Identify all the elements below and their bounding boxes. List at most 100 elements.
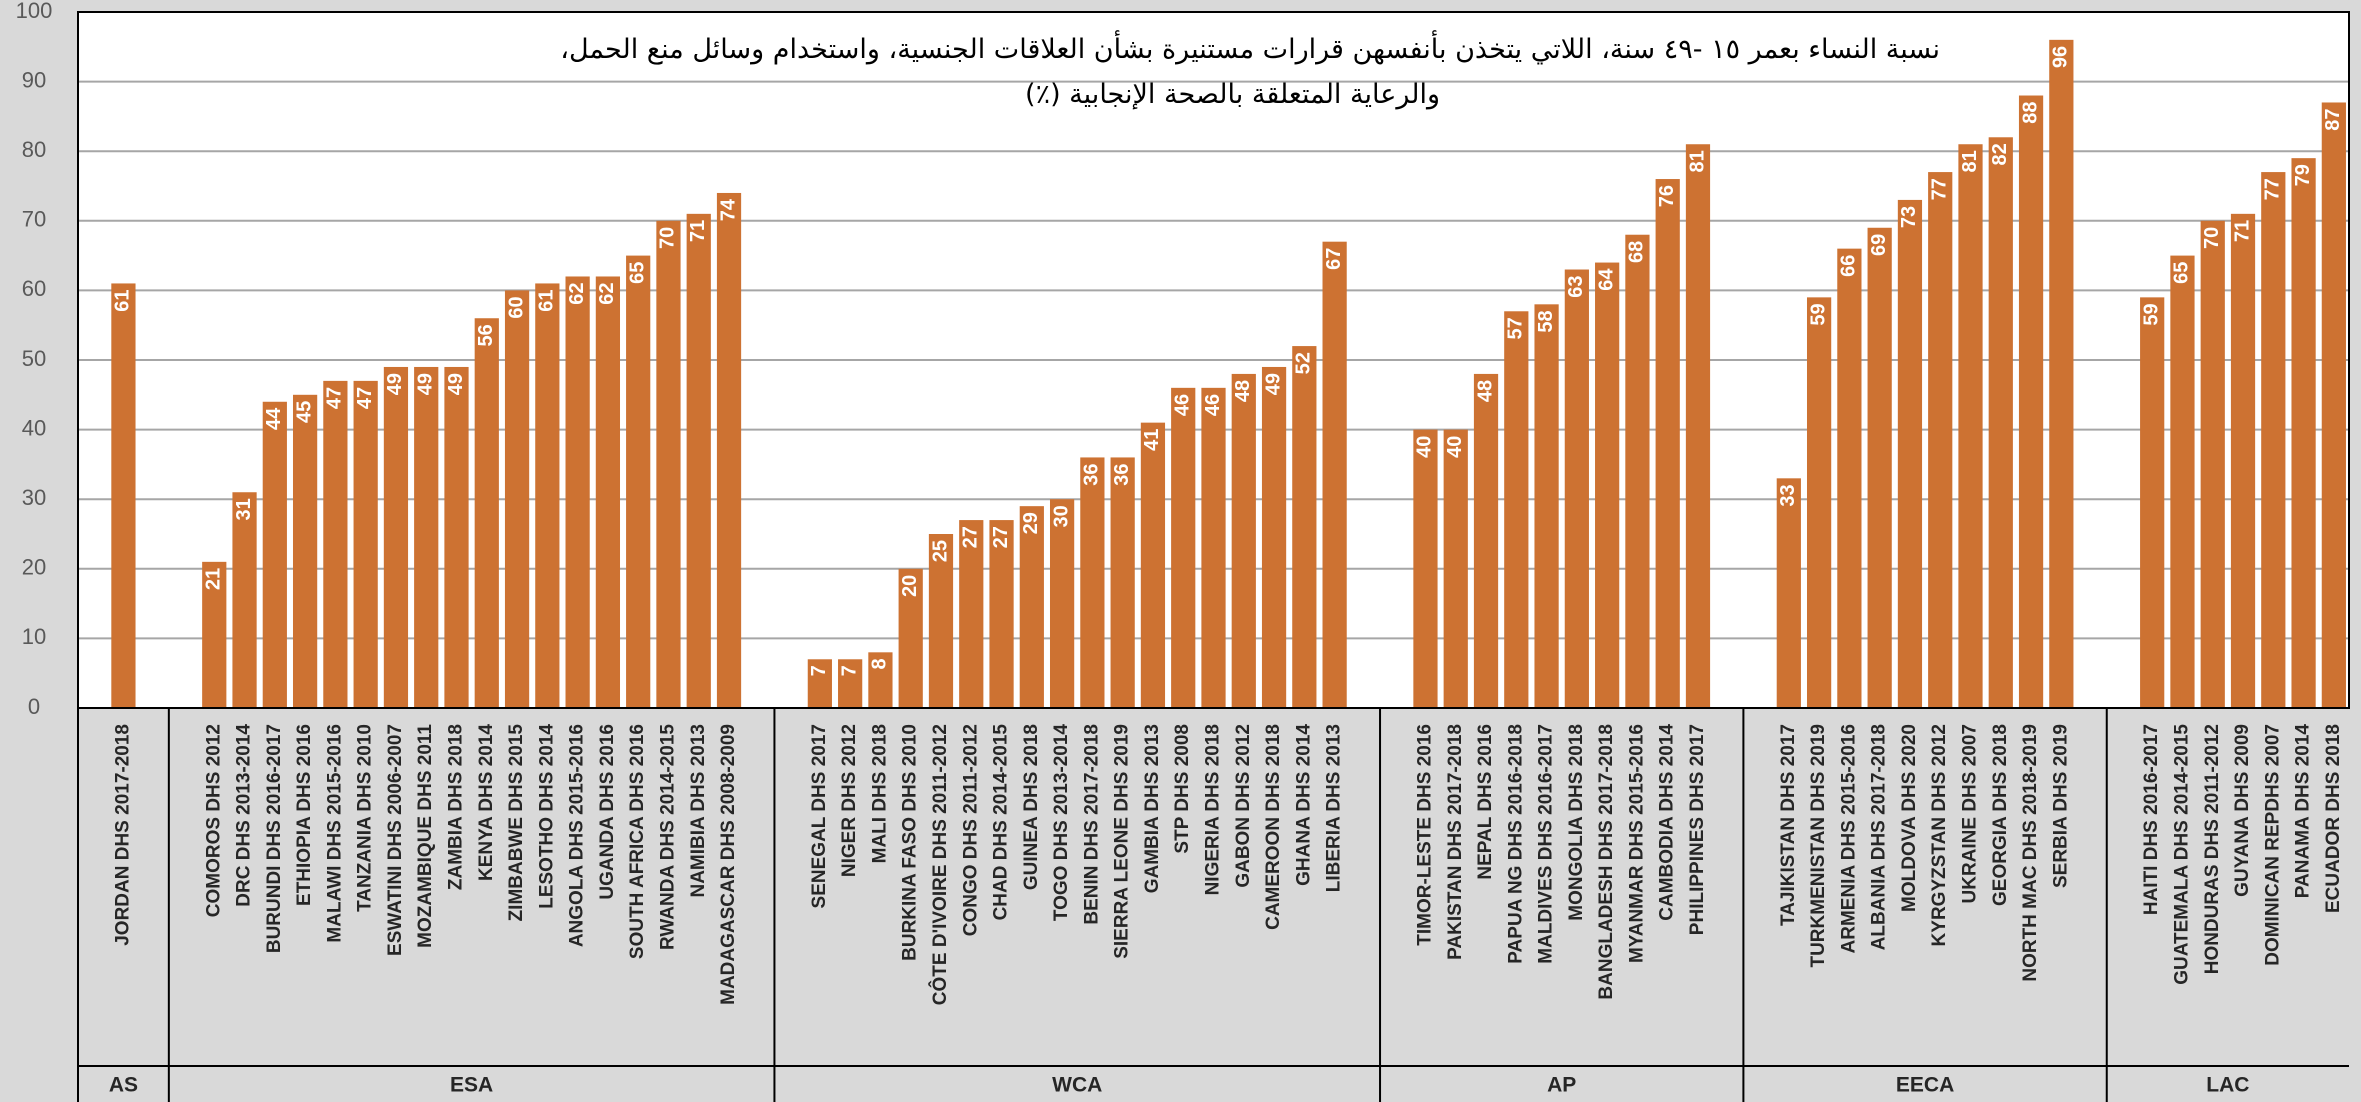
value-label: 65 — [2171, 262, 2193, 284]
bar — [444, 366, 469, 708]
value-label: 45 — [293, 401, 315, 423]
y-tick-label: 70 — [22, 207, 46, 232]
bar — [232, 492, 257, 708]
value-label: 7 — [808, 665, 830, 676]
x-tick-label: PANAMA DHS 2014 — [2293, 724, 2314, 899]
x-tick-label: BANGLADESH DHS 2017-2018 — [1596, 724, 1617, 1000]
value-label: 31 — [233, 498, 255, 520]
bar — [595, 276, 621, 708]
bar — [2200, 220, 2225, 709]
x-tick-label: RWANDA DHS 2014-2015 — [657, 724, 678, 950]
value-label: 70 — [2201, 227, 2223, 249]
value-label: 57 — [1505, 317, 1527, 339]
value-label: 74 — [717, 198, 739, 221]
group-label: EECA — [1896, 1074, 1954, 1097]
value-label: 70 — [657, 227, 679, 249]
y-tick-label: 50 — [22, 346, 46, 371]
x-tick-label: GHANA DHS 2014 — [1293, 724, 1314, 886]
x-tick-label: ZIMBABWE DHS 2015 — [506, 724, 527, 922]
value-label: 20 — [899, 575, 921, 597]
bar — [2321, 102, 2346, 709]
value-label: 36 — [1111, 463, 1133, 485]
x-tick-label: BENIN DHS 2017-2018 — [1081, 724, 1102, 925]
bar — [838, 659, 863, 708]
value-label: 88 — [2019, 102, 2041, 124]
x-tick-label: GABON DHS 2012 — [1233, 724, 1254, 888]
value-label: 29 — [1020, 512, 1042, 534]
value-label: 27 — [990, 526, 1012, 548]
x-tick-label: SERBIA DHS 2019 — [2050, 724, 2071, 888]
value-label: 48 — [1474, 380, 1496, 402]
x-tick-label: MALDIVES DHS 2016-2017 — [1536, 724, 1557, 964]
y-tick-label: 60 — [22, 276, 46, 301]
value-label: 71 — [2231, 220, 2253, 242]
value-label: 59 — [1807, 303, 1829, 325]
value-label: 40 — [1414, 436, 1436, 458]
x-tick-label: PAPUA NG DHS 2016-2018 — [1505, 724, 1526, 964]
value-label: 47 — [354, 387, 376, 409]
value-label: 73 — [1898, 206, 1920, 228]
bar — [1413, 429, 1438, 708]
x-tick-label: DRC DHS 2013-2014 — [234, 724, 255, 907]
x-tick-label: MOZAMBIQUE DHS 2011 — [415, 724, 436, 948]
value-label: 63 — [1565, 276, 1587, 298]
bar — [2018, 95, 2044, 708]
bar — [2291, 158, 2316, 708]
x-tick-label: CAMEROON DHS 2018 — [1263, 724, 1284, 930]
bar — [1534, 304, 1559, 708]
x-tick-label: NIGER DHS 2012 — [839, 724, 860, 877]
x-tick-label: MYANMAR DHS 2015-2016 — [1626, 724, 1647, 963]
group-label: AS — [109, 1074, 138, 1097]
value-label: 56 — [475, 324, 497, 346]
bar — [1837, 248, 1862, 708]
bar — [868, 652, 893, 708]
value-label: 49 — [415, 373, 437, 395]
plot-border — [77, 11, 2350, 709]
bar — [1685, 144, 1711, 709]
x-tick-label: SIERRA LEONE DHS 2019 — [1112, 724, 1133, 959]
bar — [1231, 373, 1256, 708]
value-label: 59 — [2140, 303, 2162, 325]
bar — [807, 659, 832, 708]
value-label: 82 — [1989, 143, 2011, 165]
x-tick-label: UKRAINE DHS 2007 — [1960, 724, 1981, 904]
bar — [111, 283, 136, 708]
bar — [1564, 269, 1589, 708]
bar — [1201, 387, 1226, 708]
bar — [656, 220, 681, 709]
x-tick-label: CAMBODIA DHS 2014 — [1657, 724, 1678, 921]
x-tick-label: ECUADOR DHS 2018 — [2323, 724, 2344, 913]
group-label: WCA — [1052, 1074, 1102, 1097]
x-tick-label: NAMIBIA DHS 2013 — [688, 724, 709, 898]
x-tick-label: HAITI DHS 2016-2017 — [2141, 724, 2162, 915]
x-tick-label: PHILIPPINES DHS 2017 — [1687, 724, 1708, 935]
bar — [1625, 234, 1650, 708]
x-tick-label: CONGO DHS 2011-2012 — [960, 724, 981, 936]
value-label: 81 — [1959, 150, 1981, 172]
x-tick-label: KENYA DHS 2014 — [476, 724, 497, 881]
bar — [353, 380, 378, 708]
y-tick-label: 100 — [16, 0, 53, 23]
bar — [1049, 499, 1075, 708]
chart-title-line: والرعاية المتعلقة بالصحة الإنجابية (٪) — [1025, 79, 1440, 110]
x-tick-label: ZAMBIA DHS 2018 — [446, 724, 467, 890]
x-tick-label: GUINEA DHS 2018 — [1021, 724, 1042, 890]
x-tick-label: GAMBIA DHS 2013 — [1142, 724, 1163, 893]
bar — [535, 283, 560, 708]
x-tick-label: ARMENIA DHS 2015-2016 — [1838, 724, 1859, 954]
bar — [504, 290, 530, 708]
value-label: 58 — [1535, 310, 1557, 332]
value-label: 67 — [1323, 248, 1345, 270]
y-tick-label: 30 — [22, 485, 46, 510]
value-label: 33 — [1777, 484, 1799, 506]
value-label: 96 — [2050, 46, 2072, 68]
bar — [202, 561, 227, 708]
bar — [2230, 213, 2256, 708]
x-tick-label: MOLDOVA DHS 2020 — [1899, 724, 1920, 912]
value-label: 41 — [1141, 429, 1163, 451]
x-tick-label: CÔTE D'IVOIRE DHS 2011-2012 — [929, 724, 951, 1005]
bar — [414, 366, 439, 708]
value-label: 79 — [2292, 164, 2314, 186]
bar — [292, 394, 318, 708]
